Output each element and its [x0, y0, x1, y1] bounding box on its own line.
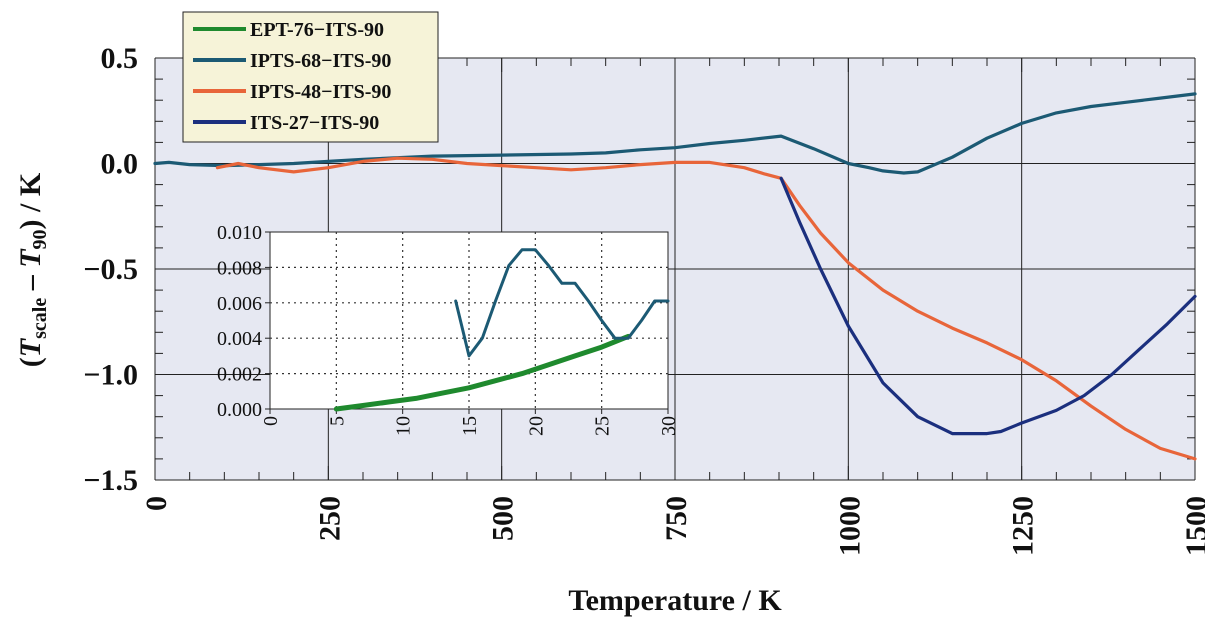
y-axis-title-dash: –: [14, 268, 47, 298]
main-x-tick-label: 1000: [833, 496, 866, 556]
main-series-line-3: [779, 176, 1197, 436]
main-x-tick-label: 250: [313, 496, 346, 541]
legend-label-1: IPTS-68−ITS-90: [250, 50, 391, 72]
inset-y-tick-label: 0.008: [217, 257, 262, 279]
main-x-tick-label: 0: [140, 496, 173, 511]
main-y-tick-label: 0.5: [101, 42, 139, 75]
inset-grid: [270, 232, 668, 409]
legend-label-0: EPT-76−ITS-90: [250, 19, 384, 41]
inset-x-tick-labels: 0 5 10 15 20 25 30: [260, 416, 680, 436]
y-axis-title-t-90: T: [14, 248, 47, 268]
main-series-line-2: [215, 156, 1197, 461]
main-series-line-1: [153, 92, 1197, 175]
main-x-tick-label: 1500: [1180, 496, 1205, 556]
y-axis-title: (Tscale – T90) / K: [14, 172, 51, 367]
main-x-tick-label: 1250: [1007, 496, 1040, 556]
main-y-tick-labels: 0.5 0.0 −0.5 −1.0 −1.5: [83, 42, 138, 497]
inset-series-line-1: [454, 248, 670, 358]
inset-x-tick-label: 5: [326, 416, 348, 426]
main-x-tick-label: 750: [660, 496, 693, 541]
y-axis-title-sub-scale: scale: [29, 298, 51, 339]
inset-y-tick-label: 0.004: [217, 328, 262, 350]
inset-x-tick-label: 0: [260, 416, 282, 426]
inset-x-tick-label: 20: [525, 416, 547, 436]
inset-series-line-0: [333, 333, 631, 412]
legend-label-3: ITS-27−ITS-90: [250, 112, 379, 134]
inset-y-tick-label: 0.000: [217, 399, 262, 421]
x-axis-title: Temperature / K: [568, 584, 782, 617]
inset-series-lines: [333, 248, 670, 412]
main-series-lines: [153, 92, 1197, 461]
y-axis-title-t-scale: T: [14, 337, 47, 357]
main-x-tick-label: 500: [487, 496, 520, 541]
main-x-tick-labels: 0 250 500 750 1000 1250 1500: [140, 496, 1205, 556]
inset-x-tick-label: 30: [658, 416, 680, 436]
main-y-tick-label: 0.0: [101, 148, 139, 181]
inset-x-tick-label: 10: [393, 416, 415, 436]
legend-items: EPT-76−ITS-90 IPTS-68−ITS-90 IPTS-48−ITS-9…: [193, 19, 391, 134]
inset-x-tick-label: 15: [459, 416, 481, 436]
inset-y-tick-label: 0.006: [217, 293, 262, 315]
y-axis-title-tail: ) / K: [14, 172, 47, 229]
main-y-tick-label: −0.5: [83, 253, 138, 286]
y-axis-title-open: (: [14, 357, 47, 367]
inset-y-tick-label: 0.010: [217, 222, 262, 244]
inset-plot: 0 5 10 15 20 25 30 0.0000.0020.0040.0060.0080.…: [217, 222, 680, 436]
inset-axis-ticks: [265, 231, 669, 414]
inset-y-tick-label: 0.002: [217, 364, 262, 386]
main-y-tick-label: −1.5: [83, 464, 138, 497]
inset-x-tick-label: 25: [592, 416, 614, 436]
legend-label-2: IPTS-48−ITS-90: [250, 81, 391, 103]
inset-y-tick-labels: 0.000 0.002 0.004 0.006 0.008 0.010: [217, 222, 262, 421]
main-y-tick-label: −1.0: [83, 359, 138, 392]
legend: EPT-76−ITS-90 IPTS-68−ITS-90 IPTS-48−ITS-9…: [182, 11, 439, 143]
y-axis-title-sub-90: 90: [29, 229, 51, 249]
